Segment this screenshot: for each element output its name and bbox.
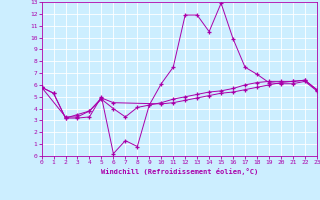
X-axis label: Windchill (Refroidissement éolien,°C): Windchill (Refroidissement éolien,°C) bbox=[100, 168, 258, 175]
